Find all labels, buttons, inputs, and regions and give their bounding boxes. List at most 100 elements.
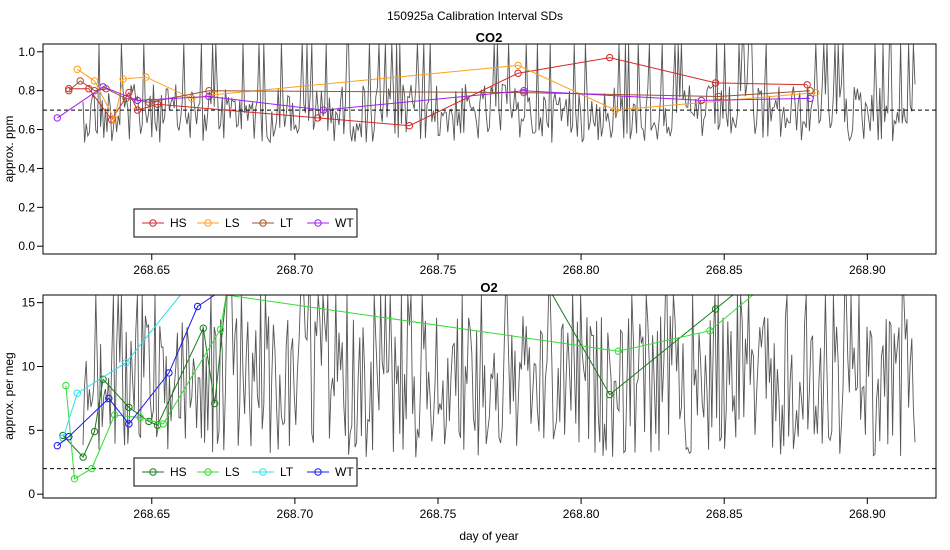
co2-series-hs-point (65, 85, 73, 93)
o2-series-lt-point (73, 389, 82, 397)
co2-series-hs-point (803, 81, 811, 89)
co2-series-hs-point (125, 88, 133, 97)
o2-series-ls-point (88, 464, 96, 473)
co2-series-hs-point (405, 122, 414, 130)
o2-series-wt-point (53, 442, 61, 450)
co2-x-tick-label: 268.65 (133, 263, 170, 277)
co2-series-wt-point (133, 96, 142, 105)
co2-series-lt-point (76, 77, 84, 85)
co2-x-axis: 268.65 268.70 268.75 268.80 268.85 268.90 (133, 254, 886, 277)
o2-trace-layer (82, 294, 916, 458)
co2-panel: CO2 0.0 0.2 0.4 0.6 0.8 1.0 268.65 268.70 268.7… (2, 30, 937, 277)
co2-series-hs-point (314, 114, 322, 122)
co2-plot-frame (42, 43, 937, 255)
co2-y-tick-label: 1.0 (18, 45, 35, 59)
co2-series-ls-point (188, 94, 196, 103)
co2-legend-wt-label: WT (335, 216, 354, 230)
co2-series-wt-point (205, 92, 213, 101)
co2-analyzer-trace (82, 43, 916, 144)
o2-plot-frame (42, 294, 937, 499)
o2-x-tick-label: 268.80 (563, 507, 600, 521)
co2-series-wt-point (319, 106, 328, 114)
o2-series-ls-point (706, 327, 714, 335)
co2-series-hs-point (711, 79, 720, 87)
co2-series-wt-point (697, 96, 705, 105)
co2-series-lt-point (145, 98, 153, 107)
co2-y-tick-label: 0.2 (18, 200, 35, 214)
co2-y-tick-label: 0.8 (18, 84, 35, 98)
co2-series-lt-point (520, 88, 528, 97)
co2-legend-lt-label: LT (280, 216, 294, 230)
o2-legend-ls-marker (204, 468, 212, 476)
co2-series-ls-point (119, 75, 127, 83)
o2-series-hs-point (145, 417, 153, 426)
o2-series-ls-point (70, 475, 79, 483)
o2-series-layer (53, 294, 754, 483)
co2-x-tick-label: 268.85 (706, 263, 743, 277)
o2-series-ls-line (65, 294, 754, 480)
co2-series-ls-point (142, 73, 150, 81)
co2-legend-hs-marker (149, 219, 157, 227)
o2-legend-wt-marker (314, 468, 322, 476)
o2-series-hs-point (125, 403, 133, 412)
o2-x-tick-label: 268.70 (277, 507, 314, 521)
co2-series-hs-point (606, 53, 614, 62)
co2-legend-ls-label: LS (225, 216, 240, 230)
o2-series-ls-point (62, 381, 70, 390)
o2-y-tick-label: 5 (28, 423, 35, 437)
o2-y-axis-label: approx. per meg (2, 352, 16, 439)
o2-y-axis: 0 5 10 15 (22, 296, 43, 501)
o2-x-tick-label: 268.75 (420, 507, 457, 521)
o2-series-hs-point (199, 324, 208, 332)
o2-panel-title: O2 (480, 280, 497, 295)
o2-series-hs-point (90, 427, 99, 436)
co2-y-tick-label: 0.4 (18, 161, 35, 175)
o2-series-wt-point (165, 369, 173, 377)
o2-series-hs-point (79, 453, 87, 461)
co2-y-axis: 0.0 0.2 0.4 0.6 0.8 1.0 (18, 45, 43, 253)
o2-series-hs-point (606, 390, 614, 399)
o2-legend: HS LS LT WT (133, 457, 358, 487)
co2-trace-layer (82, 43, 916, 144)
o2-legend-lt-label: LT (280, 465, 294, 479)
co2-y-axis-label: approx. ppm (2, 116, 16, 183)
co2-series-hs-point (133, 106, 142, 114)
co2-series-lt-point (205, 87, 213, 95)
co2-legend: HS LS LT WT (133, 208, 358, 238)
co2-series-wt-point (53, 114, 61, 122)
o2-analyzer-trace (82, 294, 916, 458)
co2-series-hs-point (514, 69, 522, 77)
co2-panel-title: CO2 (476, 30, 503, 45)
co2-legend-hs-label: HS (170, 216, 187, 230)
o2-x-tick-label: 268.65 (133, 507, 170, 521)
co2-x-tick-label: 268.80 (563, 263, 600, 277)
o2-panel: O2 0 5 10 15 268.65 268.70 268.75 268.80 268.85… (2, 280, 937, 521)
co2-series-ls-line (77, 64, 816, 122)
o2-legend-hs-marker (149, 468, 157, 476)
co2-series-wt-point (520, 87, 528, 95)
co2-y-tick-label: 0.0 (18, 239, 35, 253)
o2-legend-lt-marker (259, 468, 267, 476)
o2-series-wt-point (105, 394, 113, 403)
co2-series-lt-point (122, 94, 130, 103)
co2-series-ls-point (90, 77, 99, 85)
o2-series-wt-point (125, 420, 133, 428)
o2-legend-ls-label: LS (225, 465, 240, 479)
o2-legend-hs-label: HS (170, 465, 187, 479)
o2-series-ls-point (159, 420, 167, 428)
co2-x-tick-label: 268.75 (420, 263, 457, 277)
co2-x-tick-label: 268.90 (849, 263, 886, 277)
o2-y-tick-label: 0 (28, 487, 35, 501)
co2-legend-lt-marker (259, 219, 267, 227)
co2-series-lt-point (806, 87, 814, 95)
co2-series-wt-line (57, 86, 811, 119)
o2-x-axis: 268.65 268.70 268.75 268.80 268.85 268.90 (133, 498, 886, 521)
co2-series-ls-point (110, 116, 119, 124)
o2-series-ls-point (614, 347, 622, 355)
co2-legend-ls-marker (204, 219, 212, 227)
co2-legend-wt-marker (314, 219, 322, 227)
o2-series-wt-point (193, 302, 202, 311)
o2-series-ls-point (136, 413, 145, 422)
co2-series-wt-point (806, 94, 814, 103)
